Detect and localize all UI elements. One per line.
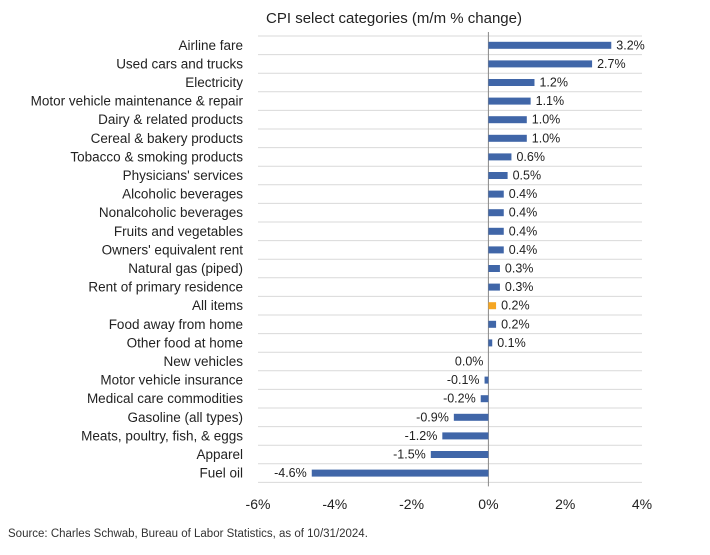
category-label: Motor vehicle maintenance & repair [31, 94, 244, 109]
bar [488, 190, 504, 198]
value-label: 1.1% [536, 94, 565, 108]
category-label: Other food at home [127, 335, 243, 350]
bar [430, 451, 489, 458]
category-label: Electricity [185, 75, 243, 90]
value-label: -4.6% [274, 466, 307, 480]
value-label: -0.9% [416, 410, 449, 424]
category-label: Medical care commodities [87, 391, 243, 406]
bar [484, 376, 489, 384]
x-tick-label: 4% [632, 496, 652, 512]
value-label: 0.4% [509, 187, 538, 201]
x-tick-label: -4% [322, 496, 347, 512]
value-label: -0.1% [447, 373, 480, 387]
category-label: Physicians' services [123, 168, 244, 183]
value-label: 0.4% [509, 224, 538, 238]
bar [488, 116, 527, 124]
value-label: 0.0% [455, 355, 484, 369]
x-tick-label: -6% [246, 496, 271, 512]
category-label: Dairy & related products [98, 112, 243, 127]
value-label: 0.2% [501, 299, 529, 313]
category-label: New vehicles [163, 354, 243, 369]
category-label: Owners' equivalent rent [102, 242, 244, 257]
category-label: Food away from home [109, 317, 243, 332]
x-axis-ticks: -6% -4% -2% 0% 2% 4% [246, 496, 653, 512]
value-label: 1.2% [539, 76, 568, 90]
bar [488, 134, 527, 142]
category-label: Gasoline (all types) [127, 410, 243, 425]
category-label: Nonalcoholic beverages [99, 205, 243, 220]
category-label: Alcoholic beverages [122, 187, 243, 202]
value-label: -1.2% [405, 429, 438, 443]
bar [442, 432, 489, 440]
bar [488, 153, 512, 161]
bar [488, 227, 504, 235]
value-labels: 3.2% 2.7% 1.2% 1.1% 1.0% 1.0% 0.6% 0.5% 0.4% 0.4%… [274, 38, 645, 480]
x-tick-label: 2% [555, 496, 575, 512]
value-label: 0.3% [505, 280, 534, 294]
bar [453, 413, 489, 421]
category-label: Natural gas (piped) [128, 261, 243, 276]
category-label: Used cars and trucks [116, 56, 243, 71]
value-label: -1.5% [393, 448, 426, 462]
bar [488, 339, 493, 347]
category-label: Meats, poultry, fish, & eggs [81, 428, 243, 443]
category-labels: Airline fare Used cars and trucks Electric… [31, 38, 244, 481]
bar [488, 79, 535, 86]
category-label: Tobacco & smoking products [70, 149, 243, 164]
value-label: 3.2% [616, 38, 645, 52]
value-label: 0.3% [505, 262, 534, 276]
category-label: Fuel oil [199, 466, 243, 481]
category-label: Apparel [196, 447, 243, 462]
value-label: 1.0% [532, 131, 561, 145]
bar [488, 60, 593, 68]
x-tick-label: 0% [478, 496, 498, 512]
category-label: Airline fare [178, 38, 243, 53]
bar [488, 246, 504, 254]
value-label: 0.5% [513, 169, 542, 183]
category-label: All items [192, 298, 243, 313]
bar [488, 283, 500, 291]
value-label: 0.2% [501, 317, 529, 331]
value-label: 0.4% [509, 206, 538, 220]
bar [488, 172, 508, 179]
bar [488, 209, 504, 217]
source-note: Source: Charles Schwab, Bureau of Labor … [8, 528, 368, 540]
category-label: Motor vehicle insurance [100, 373, 243, 388]
x-tick-label: -2% [399, 496, 424, 512]
bars [311, 41, 612, 477]
value-label: 0.6% [516, 150, 545, 164]
bar [488, 265, 500, 272]
value-label: 2.7% [597, 57, 626, 71]
category-label: Fruits and vegetables [114, 224, 243, 239]
bar [488, 97, 531, 105]
grid-lines [258, 32, 642, 487]
chart-title: CPI select categories (m/m % change) [266, 10, 522, 27]
value-label: 0.1% [497, 336, 526, 350]
bar [488, 320, 497, 328]
category-label: Rent of primary residence [88, 280, 243, 295]
value-label: 0.4% [509, 243, 538, 257]
bar [488, 41, 612, 49]
category-label: Cereal & bakery products [91, 131, 244, 146]
bar [311, 469, 489, 477]
value-label: 1.0% [532, 113, 561, 127]
value-label: -0.2% [443, 392, 476, 406]
bar [488, 302, 497, 310]
bar [480, 395, 489, 403]
